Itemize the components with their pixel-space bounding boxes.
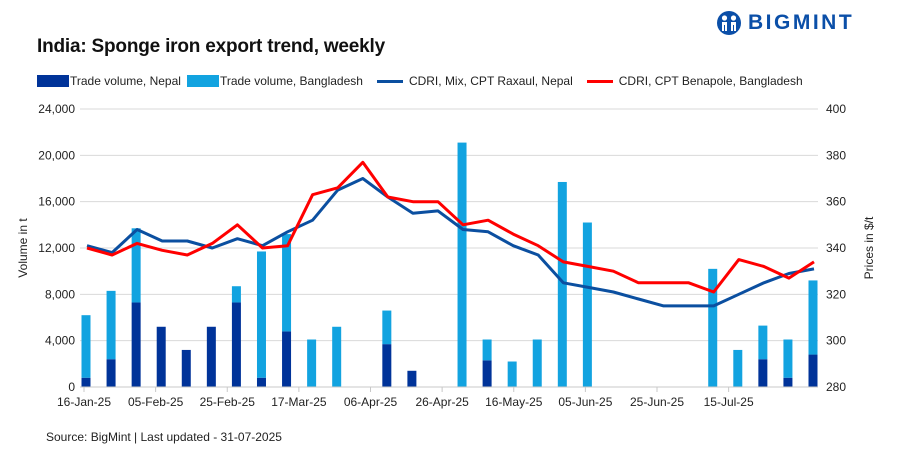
legend-item-bangladesh-price: CDRI, CPT Benapole, Bangladesh [579,74,803,88]
y2-tick-label: 280 [826,380,846,394]
x-tick-label: 17-Mar-25 [271,395,327,409]
y-tick-label: 0 [68,380,75,394]
bar-nepal-volume [106,359,116,387]
x-tick-label: 25-Feb-25 [200,395,256,409]
y-tick-label: 4,000 [45,334,75,348]
bar-nepal-volume [231,302,241,387]
bar-bangladesh-volume [783,339,793,378]
y-tick-label: 24,000 [38,102,75,116]
line-bangladesh-price [86,160,815,294]
bar-bangladesh-volume [733,349,743,387]
y2-tick-label: 320 [826,287,846,301]
bar-bangladesh-volume [532,339,542,387]
bar-bangladesh-volume [482,339,492,361]
x-tick-label: 26-Apr-25 [415,395,469,409]
legend-label: Trade volume, Nepal [70,74,181,88]
bar-nepal-volume [808,354,818,387]
x-tick-label: 05-Jun-25 [558,395,612,409]
bar-bangladesh-volume [507,361,517,387]
chart-legend: Trade volume, Nepal Trade volume, Bangla… [37,74,809,88]
bar-nepal-volume [482,360,492,387]
y-axis-title: Volume in t [16,218,30,278]
brand-logo: BIGMINT [716,10,854,36]
y-tick-label: 8,000 [45,287,75,301]
legend-item-bangladesh-volume: Trade volume, Bangladesh [186,74,363,88]
bar-bangladesh-volume [282,234,292,332]
line-nepal-price [86,177,815,308]
y-tick-label: 12,000 [38,241,75,255]
bar-bangladesh-volume [307,339,317,387]
bar-bangladesh-volume [382,310,392,345]
bar-bangladesh-volume [332,326,342,387]
x-tick-label: 05-Feb-25 [128,395,184,409]
legend-item-nepal-price: CDRI, Mix, CPT Raxaul, Nepal [369,74,573,88]
y2-tick-label: 380 [826,148,846,162]
y2-tick-label: 340 [826,241,846,255]
y-tick-label: 16,000 [38,195,75,209]
bar-nepal-volume [206,326,216,387]
y2-axis-title: Prices in $/t [862,216,876,279]
bar-nepal-volume [131,302,141,387]
bar-bangladesh-volume [231,286,241,303]
y2-tick-label: 360 [826,195,846,209]
bar-nepal-volume [407,370,417,387]
bar-bangladesh-volume [808,280,818,355]
x-tick-label: 15-Jul-25 [704,395,754,409]
bigmint-logo-icon [717,11,741,35]
bar-nepal-volume [256,377,266,387]
bar-bangladesh-volume [81,315,91,378]
x-tick-label: 25-Jun-25 [630,395,684,409]
source-note: Source: BigMint | Last updated - 31-07-2… [46,430,282,444]
y2-tick-label: 300 [826,334,846,348]
legend-label: CDRI, Mix, CPT Raxaul, Nepal [408,74,573,88]
bar-bangladesh-volume [131,228,141,303]
x-tick-label: 06-Apr-25 [344,395,398,409]
bar-nepal-volume [81,377,91,387]
bar-bangladesh-volume [758,325,768,360]
y2-tick-label: 400 [826,102,846,116]
brand-name: BIGMINT [748,11,855,34]
legend-label: CDRI, CPT Benapole, Bangladesh [618,74,803,88]
bar-nepal-volume [282,331,292,387]
legend-label: Trade volume, Bangladesh [219,74,363,88]
bar-nepal-volume [783,377,793,387]
legend-swatch-nepal-volume [37,75,69,87]
legend-swatch-bangladesh-price [586,79,613,83]
bar-bangladesh-volume [457,142,467,387]
legend-item-nepal-volume: Trade volume, Nepal [37,74,181,88]
bar-nepal-volume [758,359,768,387]
legend-swatch-bangladesh-volume [186,75,219,87]
bar-bangladesh-volume [557,181,567,387]
bar-nepal-volume [181,349,191,387]
x-tick-label: 16-Jan-25 [57,395,111,409]
bar-bangladesh-volume [708,268,718,387]
chart-title: India: Sponge iron export trend, weekly [37,36,385,57]
legend-swatch-nepal-price [376,79,403,83]
bar-bangladesh-volume [256,251,266,378]
bar-nepal-volume [156,326,166,387]
y-tick-label: 20,000 [38,148,75,162]
bar-bangladesh-volume [582,222,592,387]
bar-nepal-volume [382,344,392,387]
x-tick-label: 16-May-25 [485,395,543,409]
bar-bangladesh-volume [106,290,116,360]
